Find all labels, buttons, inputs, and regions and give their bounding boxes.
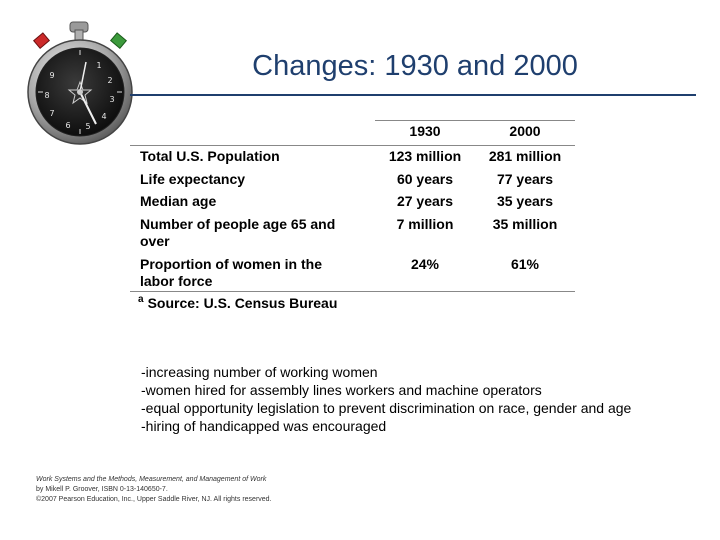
slide-title: Changes: 1930 and 2000 (252, 50, 578, 82)
dial-number-1: 1 (96, 61, 101, 70)
cell-1930: 123 million (388, 148, 462, 164)
title-divider (130, 94, 696, 96)
cell-1930: 24% (410, 256, 440, 272)
stopwatch-icon: 1 2 3 4 5 6 7 8 9 (20, 20, 140, 148)
cell-2000: 61% (510, 256, 540, 272)
column-header-2000: 2000 (509, 123, 541, 139)
list-item: -hiring of handicapped was encouraged (141, 418, 387, 434)
column-header-1930: 1930 (409, 123, 441, 139)
source-text: Source: U.S. Census Bureau (147, 295, 338, 311)
source-marker: a (138, 294, 144, 305)
dial-number-3: 3 (109, 95, 114, 104)
row-label: Life expectancy (140, 171, 246, 187)
footer-book-title: Work Systems and the Methods, Measuremen… (36, 476, 267, 483)
dial-number-5: 5 (85, 122, 90, 131)
footer-author: by Mikell P. Groover, ISBN 0-13-140650-7… (36, 486, 168, 493)
dial-number-7: 7 (49, 109, 54, 118)
dial-number-8: 8 (44, 91, 49, 100)
cell-1930: 7 million (396, 216, 454, 232)
row-label: Total U.S. Population (140, 148, 280, 164)
dial-number-9: 9 (49, 71, 54, 80)
dial-number-2: 2 (107, 76, 112, 85)
cell-1930: 60 years (396, 171, 454, 187)
dial-number-4: 4 (101, 112, 106, 121)
list-item: -women hired for assembly lines workers … (141, 382, 542, 398)
row-label: Number of people age 65 and over (140, 216, 336, 249)
table-top-rule (375, 120, 575, 121)
cell-2000: 35 years (496, 193, 554, 209)
cell-2000: 281 million (488, 148, 562, 164)
cell-2000: 77 years (496, 171, 554, 187)
footer-copyright: ©2007 Pearson Education, Inc., Upper Sad… (36, 496, 272, 503)
table-bottom-rule (130, 291, 575, 292)
dial-number-6: 6 (65, 121, 70, 130)
row-label: Proportion of women in the labor force (140, 256, 322, 289)
copyright-footer: Work Systems and the Methods, Measuremen… (36, 475, 272, 505)
cell-1930: 27 years (396, 193, 454, 209)
list-item: -equal opportunity legislation to preven… (141, 400, 632, 416)
cell-2000: 35 million (492, 216, 558, 232)
table-source-note: a Source: U.S. Census Bureau (138, 294, 337, 311)
notes-list: -increasing number of working women -wom… (141, 363, 631, 435)
table-header-rule (130, 145, 575, 146)
list-item: -increasing number of working women (141, 364, 378, 380)
row-label: Median age (140, 193, 217, 209)
